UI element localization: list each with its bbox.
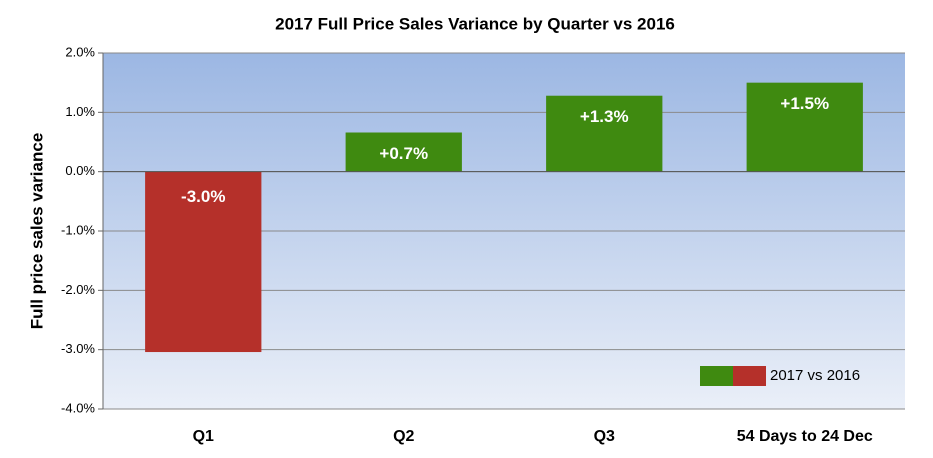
value-label: +1.5% bbox=[780, 94, 829, 113]
x-tick-label: 54 Days to 24 Dec bbox=[737, 428, 873, 445]
value-label: +0.7% bbox=[379, 144, 428, 163]
value-label: -3.0% bbox=[181, 187, 225, 206]
value-label: +1.3% bbox=[580, 107, 629, 126]
bar bbox=[145, 171, 262, 353]
legend-swatch bbox=[700, 366, 733, 386]
y-tick-label: 2.0% bbox=[65, 44, 95, 59]
y-tick-label: -2.0% bbox=[61, 282, 95, 297]
y-tick-label: -4.0% bbox=[61, 400, 95, 415]
chart-title: 2017 Full Price Sales Variance by Quarte… bbox=[275, 14, 675, 33]
legend-label: 2017 vs 2016 bbox=[770, 367, 860, 384]
legend-swatch bbox=[733, 366, 766, 386]
y-axis-label: Full price sales variance bbox=[27, 133, 46, 330]
y-tick-label: -1.0% bbox=[61, 222, 95, 237]
bar bbox=[746, 82, 863, 172]
x-tick-label: Q3 bbox=[594, 428, 615, 445]
y-tick-label: 1.0% bbox=[65, 104, 95, 119]
x-tick-label: Q2 bbox=[393, 428, 414, 445]
bar bbox=[345, 132, 462, 172]
y-tick-label: -3.0% bbox=[61, 341, 95, 356]
bar bbox=[546, 95, 663, 172]
y-tick-label: 0.0% bbox=[65, 163, 95, 178]
x-tick-label: Q1 bbox=[193, 428, 214, 445]
